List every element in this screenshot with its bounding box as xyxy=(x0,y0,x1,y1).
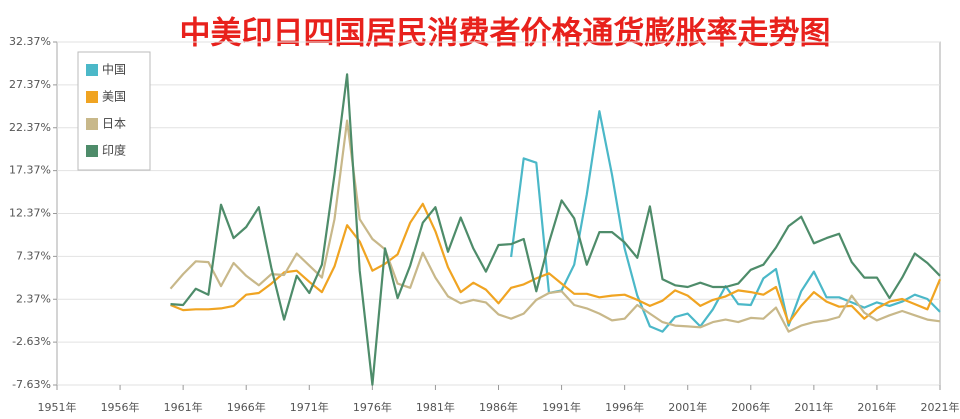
chart-title: 中美印日四国居民消费者价格通货膨胀率走势图 xyxy=(180,16,831,52)
x-tick-label: 2021年 xyxy=(921,400,960,414)
x-tick-label: 1951年 xyxy=(38,400,77,414)
y-tick-label: 32.37% xyxy=(9,35,51,48)
x-tick-label: 1976年 xyxy=(353,400,392,414)
legend-swatch xyxy=(86,64,98,76)
x-tick-label: 2016年 xyxy=(857,400,896,414)
legend-swatch xyxy=(86,118,98,130)
series-line xyxy=(169,119,941,333)
x-tick-label: 2001年 xyxy=(668,400,707,414)
series-line xyxy=(170,73,941,386)
x-tick-label: 1966年 xyxy=(227,400,266,414)
x-tick-label: 1981年 xyxy=(416,400,455,414)
series-line xyxy=(170,202,942,325)
legend-label: 印度 xyxy=(102,143,126,158)
y-tick-label: 17.37% xyxy=(9,164,51,177)
x-tick-label: 1971年 xyxy=(290,400,329,414)
y-tick-label: -2.63% xyxy=(12,335,51,348)
legend-swatch xyxy=(86,145,98,157)
legend-swatch xyxy=(86,91,98,103)
x-tick-label: 1996年 xyxy=(605,400,644,414)
x-tick-label: 1991年 xyxy=(542,400,581,414)
y-tick-label: 7.37% xyxy=(16,249,51,262)
legend-label: 美国 xyxy=(102,90,126,104)
y-tick-label: 2.37% xyxy=(16,292,51,305)
y-tick-label: 27.37% xyxy=(9,78,51,91)
x-tick-label: 1986年 xyxy=(479,400,518,414)
y-tick-label: 22.37% xyxy=(9,121,51,134)
x-tick-label: 2011年 xyxy=(794,400,833,414)
y-tick-label: 12.37% xyxy=(9,207,51,220)
x-tick-label: 1961年 xyxy=(164,400,203,414)
legend-label: 中国 xyxy=(102,62,126,77)
y-tick-label: -7.63% xyxy=(12,378,51,391)
x-tick-label: 2006年 xyxy=(731,400,770,414)
x-tick-label: 1956年 xyxy=(101,400,140,414)
legend-label: 日本 xyxy=(102,117,126,131)
